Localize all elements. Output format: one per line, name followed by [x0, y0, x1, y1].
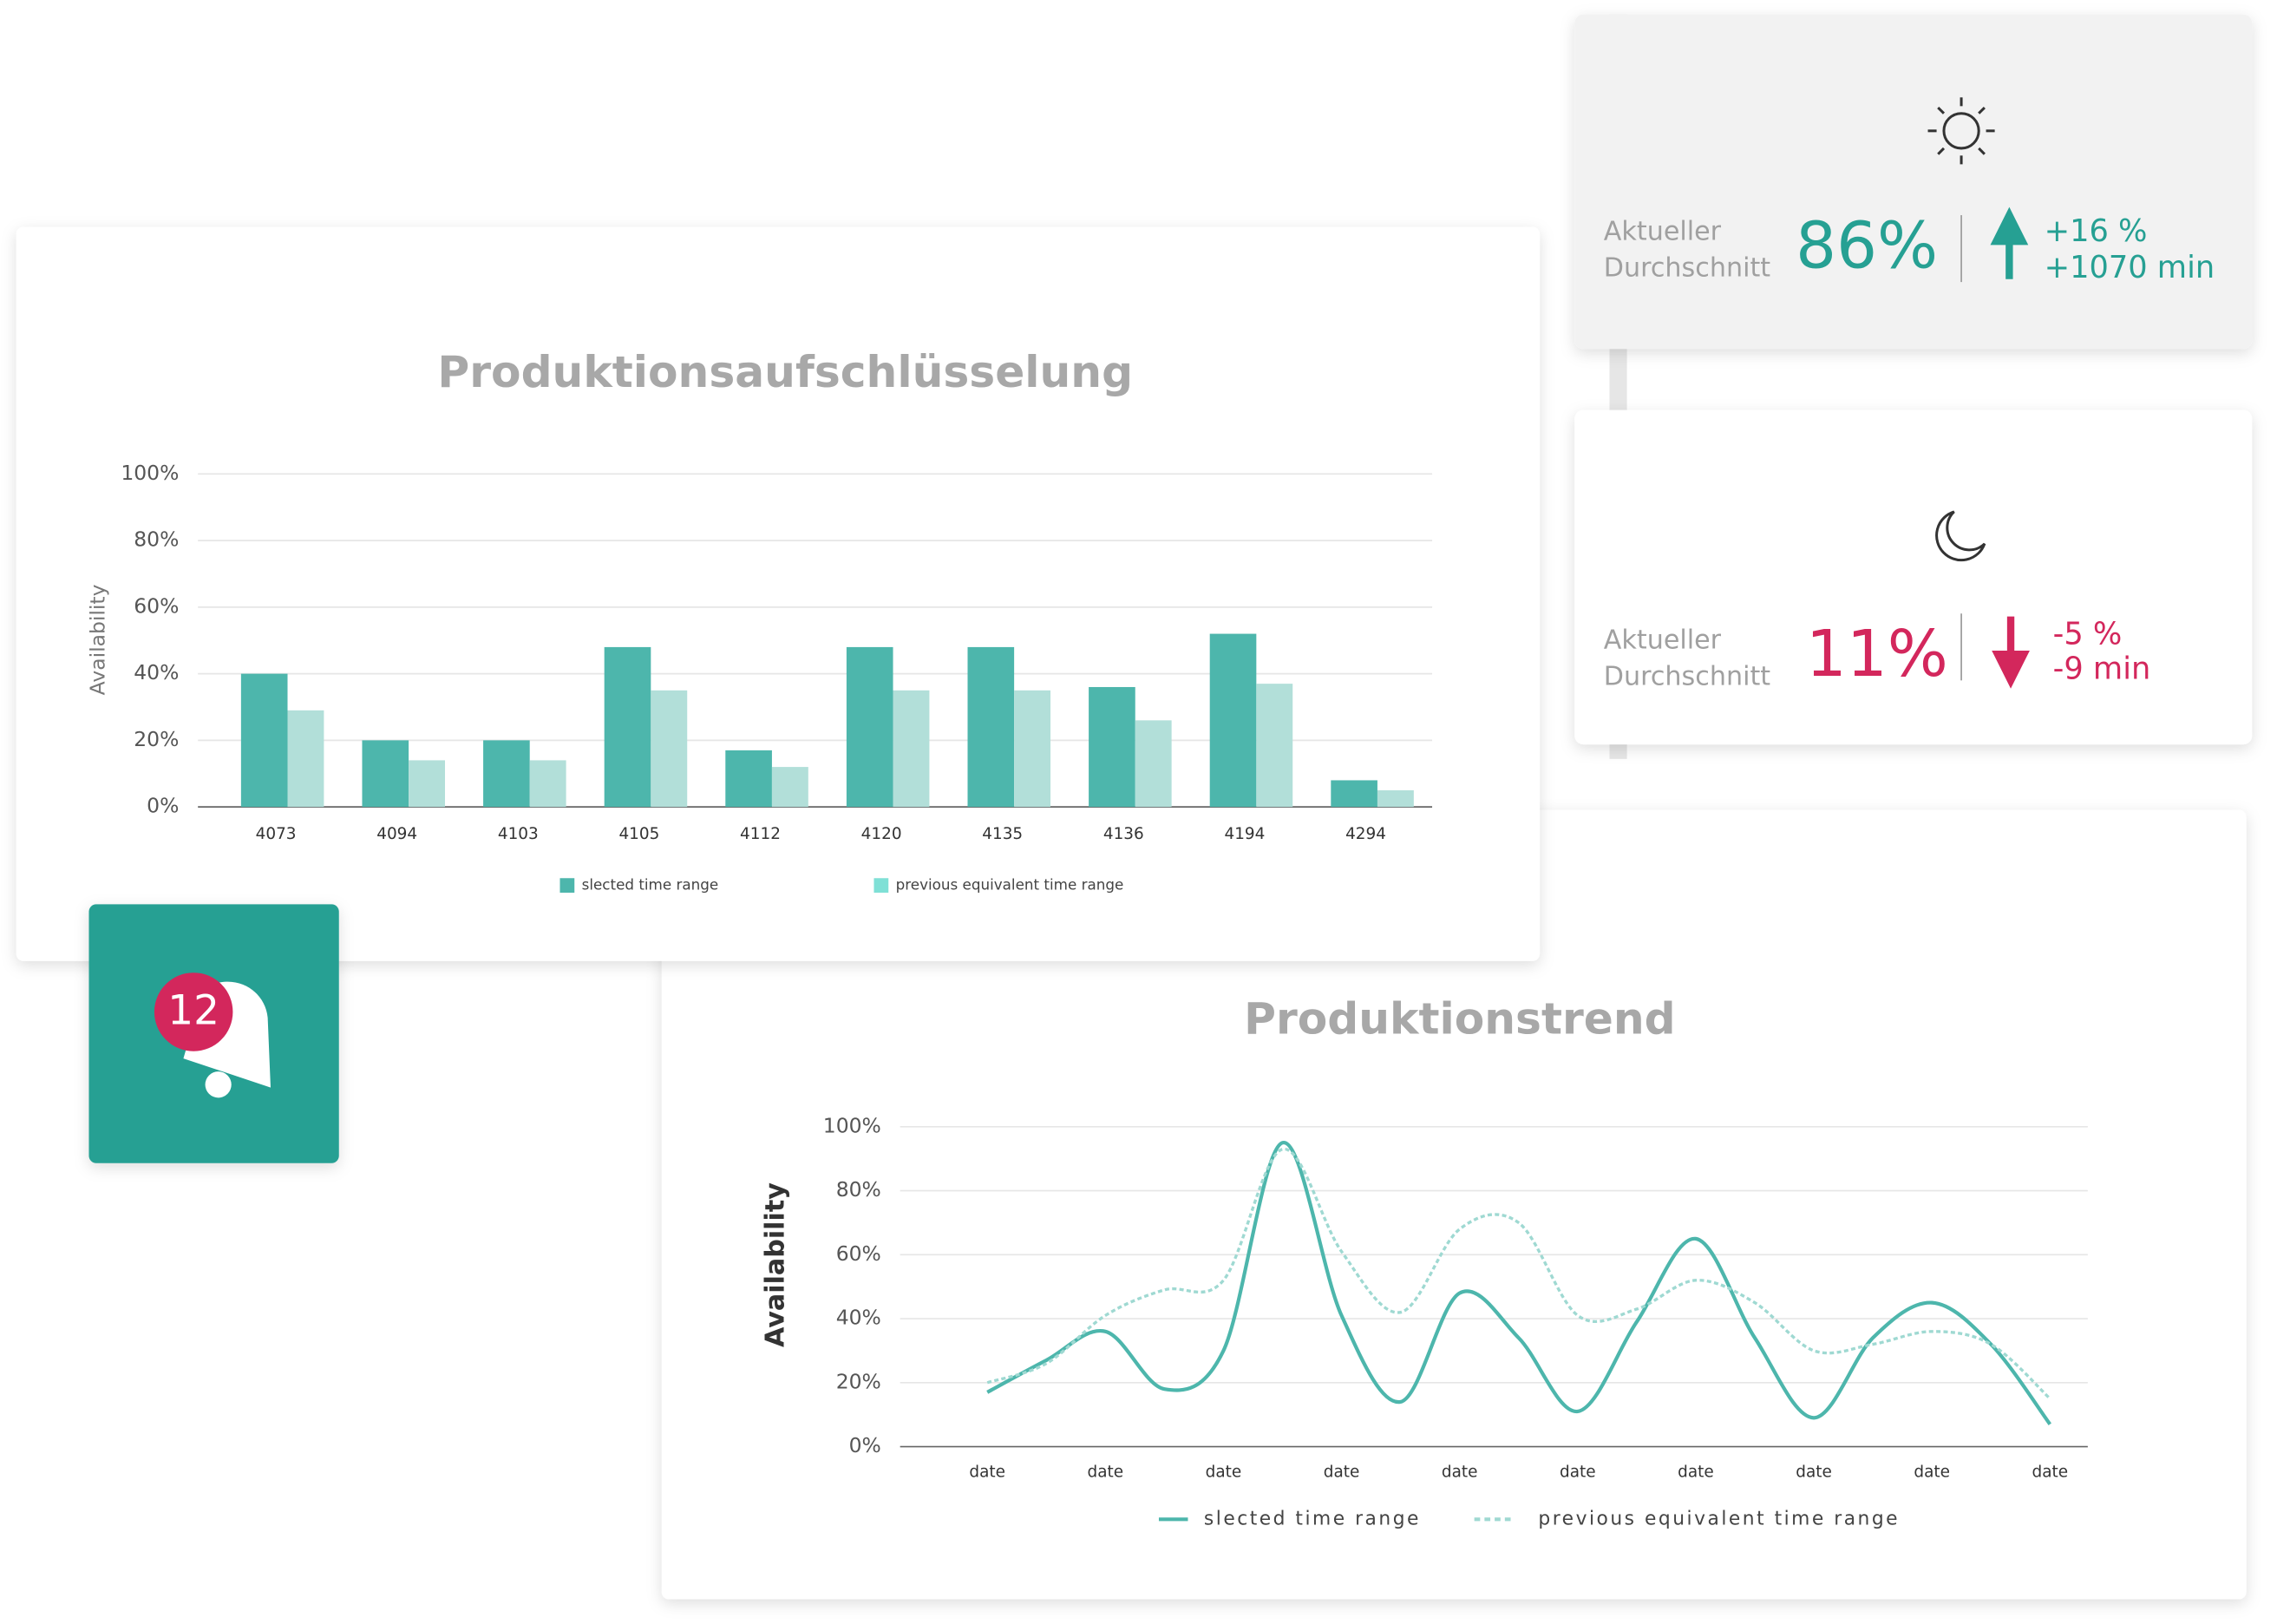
- badge-count: 12: [167, 987, 219, 1035]
- breakdown-panel: [16, 226, 1541, 961]
- bar: [1377, 789, 1414, 808]
- legend-swatch: [559, 878, 575, 894]
- y-axis-label: Availability: [761, 1182, 791, 1347]
- bar: [483, 740, 530, 808]
- bar: [409, 760, 446, 808]
- card-value: 11%: [1806, 618, 1948, 691]
- card-bg: [1574, 409, 2253, 745]
- y-tick-label: 20%: [134, 727, 179, 751]
- card-label: Durchschnitt: [1604, 253, 1770, 284]
- x-tick-label: 4135: [982, 825, 1023, 843]
- x-tick-label: date: [1324, 1464, 1360, 1482]
- badge: [154, 972, 233, 1051]
- card-delta: +1070 min: [2045, 250, 2215, 285]
- x-tick-label: date: [1678, 1464, 1714, 1482]
- night-card: Aktueller Durchschnitt 11% -5 % -9 min: [1574, 409, 2253, 745]
- legend-label: slected time range: [582, 876, 719, 894]
- sun-icon: [1927, 97, 1995, 165]
- y-tick-label: 80%: [836, 1177, 881, 1202]
- trend-panel: [661, 809, 2247, 1600]
- x-tick-label: 4120: [861, 825, 902, 843]
- legend-label: slected time range: [1204, 1508, 1421, 1529]
- trend-arrow: [1992, 616, 2030, 689]
- x-tick-label: date: [1560, 1464, 1596, 1482]
- bar: [1014, 690, 1051, 808]
- bar: [604, 646, 651, 808]
- y-axis-label: Availability: [86, 584, 110, 695]
- y-tick-label: 0%: [849, 1433, 881, 1457]
- bar: [287, 710, 324, 808]
- y-tick-label: 20%: [836, 1369, 881, 1393]
- y-tick-label: 40%: [836, 1306, 881, 1330]
- x-tick-label: date: [2032, 1464, 2069, 1482]
- x-tick-label: 4194: [1224, 825, 1265, 843]
- y-tick-label: 100%: [823, 1113, 881, 1137]
- x-tick-label: date: [1914, 1464, 1950, 1482]
- trend-arrow: [1990, 206, 2029, 279]
- x-tick-label: date: [969, 1464, 1005, 1482]
- bar: [967, 646, 1015, 808]
- x-tick-label: date: [1796, 1464, 1832, 1482]
- bar: [240, 673, 288, 808]
- x-tick-label: 4294: [1345, 825, 1386, 843]
- notification-button[interactable]: 12: [88, 904, 339, 1163]
- legend-label: previous equivalent time range: [896, 876, 1124, 894]
- card-bg: [1574, 14, 2253, 350]
- card-delta: -5 %: [2053, 616, 2123, 652]
- x-tick-label: 4073: [256, 825, 297, 843]
- bar: [1089, 686, 1135, 808]
- card-delta: +16 %: [2045, 213, 2148, 249]
- y-tick-label: 60%: [836, 1241, 881, 1266]
- line-series: [986, 1147, 2051, 1400]
- bar: [1331, 780, 1377, 808]
- card-label: Durchschnitt: [1604, 661, 1770, 691]
- bar: [1209, 633, 1257, 808]
- x-tick-label: 4136: [1103, 825, 1144, 843]
- y-tick-label: 80%: [134, 527, 179, 552]
- legend-label: previous equivalent time range: [1538, 1508, 1900, 1529]
- bar: [529, 760, 566, 808]
- bar: [1256, 684, 1293, 808]
- moon-icon: [1935, 510, 1986, 562]
- x-tick-label: 4112: [740, 825, 781, 843]
- bell-clapper: [205, 1071, 232, 1098]
- bar: [1135, 720, 1172, 808]
- trend-chart: Produktionstrend Availability 0% 20% 40% 60% 8…: [761, 993, 2088, 1529]
- card-label: Aktueller: [1604, 625, 1722, 656]
- breakdown-chart: Produktionsaufschlüsselung Availability 0%…: [86, 346, 1433, 894]
- card-label: Aktueller: [1604, 217, 1722, 247]
- card-delta: -9 min: [2053, 652, 2151, 687]
- y-tick-label: 0%: [147, 794, 179, 818]
- x-tick-label: 4094: [376, 825, 417, 843]
- day-card: Aktueller Durchschnitt 86% +16 % +1070 m…: [1574, 14, 2253, 350]
- x-tick-label: date: [1442, 1464, 1478, 1482]
- bar: [362, 740, 409, 808]
- bar: [846, 646, 893, 808]
- bar: [725, 750, 772, 808]
- x-tick-label: date: [1206, 1464, 1242, 1482]
- bar: [771, 767, 808, 808]
- chart-title: Produktionstrend: [1244, 993, 1676, 1044]
- y-tick-label: 40%: [134, 660, 179, 684]
- card-value: 86%: [1796, 209, 1938, 283]
- bar: [651, 690, 688, 808]
- y-tick-label: 100%: [121, 461, 179, 485]
- chart-title: Produktionsaufschlüsselung: [437, 346, 1133, 397]
- x-tick-label: date: [1088, 1464, 1124, 1482]
- y-tick-label: 60%: [134, 593, 179, 618]
- bar: [893, 690, 930, 808]
- line-series: [986, 1141, 2051, 1425]
- x-tick-label: 4105: [618, 825, 659, 843]
- x-tick-label: 4103: [498, 825, 539, 843]
- legend-swatch: [874, 878, 889, 894]
